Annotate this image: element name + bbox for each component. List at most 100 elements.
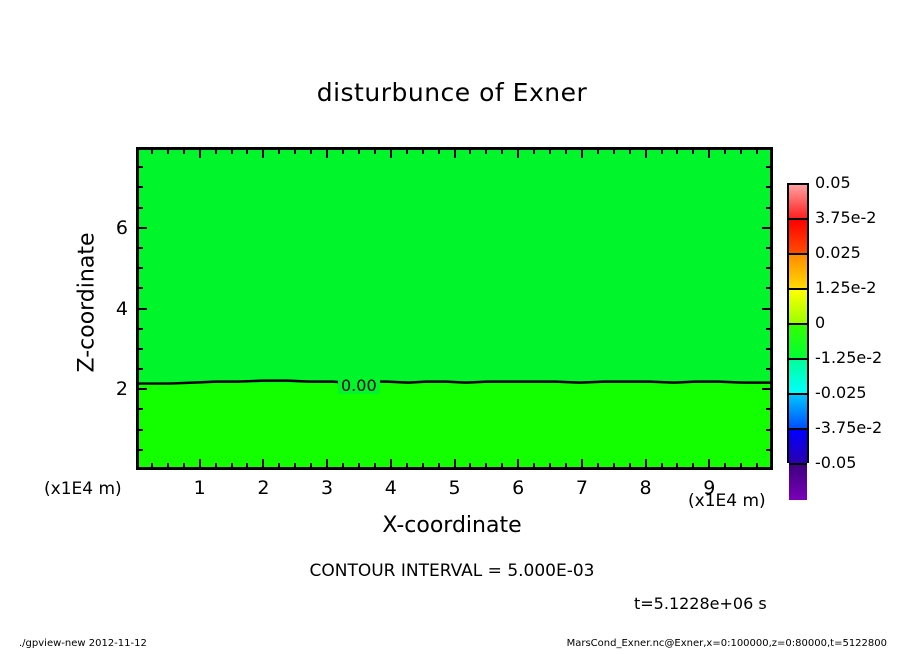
x-axis-tick-label: 4 <box>384 477 397 499</box>
x-axis-tick-label: 7 <box>575 477 588 499</box>
colorbar-tick-label: 0 <box>815 313 826 332</box>
colorbar-band-8 <box>789 465 807 500</box>
colorbar-tick-label: -0.025 <box>815 383 867 402</box>
y-axis-tick <box>766 287 771 290</box>
x-axis-tick <box>564 149 567 154</box>
y-axis-tick <box>766 448 771 451</box>
x-axis-tick <box>724 149 727 154</box>
y-axis-tick <box>762 388 771 391</box>
x-axis-tick <box>182 149 185 154</box>
x-axis-tick-label: 3 <box>321 477 334 499</box>
y-axis-tick <box>766 206 771 209</box>
x-axis-tick <box>198 149 201 158</box>
x-axis-tick <box>644 459 647 468</box>
x-axis-tick <box>660 149 663 154</box>
y-axis-tick <box>138 347 143 350</box>
y-axis-tick <box>138 327 143 330</box>
y-axis-tick <box>138 206 143 209</box>
x-axis-tick <box>150 463 153 468</box>
y-axis-tick <box>766 327 771 330</box>
colorbar-tick-label: 0.05 <box>815 173 851 192</box>
y-axis-tick <box>766 267 771 270</box>
x-axis-tick <box>278 149 281 154</box>
x-axis-tick <box>357 149 360 154</box>
x-axis-tick <box>533 463 536 468</box>
zero-contour-line <box>139 379 770 385</box>
x-axis-tick <box>310 149 313 154</box>
x-axis-tick <box>405 149 408 154</box>
x-axis-tick <box>453 459 456 468</box>
y-axis-tick <box>138 186 143 189</box>
colorbar-band-2 <box>789 255 807 290</box>
y-axis-tick <box>138 267 143 270</box>
x-axis-tick <box>166 149 169 154</box>
x-axis-tick <box>612 463 615 468</box>
x-axis-tick <box>580 149 583 158</box>
colorbar-band-4 <box>789 325 807 360</box>
footer-command: ./gpview-new 2012-11-12 <box>19 638 147 649</box>
contour-level-label: 0.00 <box>338 378 380 394</box>
y-axis-tick <box>766 166 771 169</box>
x-axis-tick-label: 8 <box>639 477 652 499</box>
x-axis-tick <box>373 149 376 154</box>
y-axis-tick <box>766 246 771 249</box>
y-axis-tick-label: 4 <box>115 297 128 320</box>
y-axis-tick <box>762 226 771 229</box>
x-axis-tick <box>421 149 424 154</box>
x-axis-tick <box>294 149 297 154</box>
x-axis-tick <box>469 149 472 154</box>
x-axis-tick <box>756 463 759 468</box>
x-axis-tick <box>485 149 488 154</box>
y-axis-tick <box>138 388 147 391</box>
x-axis-tick <box>501 149 504 154</box>
x-axis-tick <box>389 149 392 158</box>
y-axis-tick <box>766 428 771 431</box>
x-axis-tick-label: 2 <box>257 477 270 499</box>
y-axis-tick <box>138 307 147 310</box>
y-axis-tick <box>766 368 771 371</box>
x-axis-tick <box>150 149 153 154</box>
x-axis-tick <box>262 459 265 468</box>
y-axis-tick <box>138 287 143 290</box>
x-axis-tick <box>342 463 345 468</box>
x-axis-tick <box>230 149 233 154</box>
x-axis-tick <box>676 463 679 468</box>
x-axis-tick <box>517 149 520 158</box>
colorbar-band-1 <box>789 220 807 255</box>
y-axis-tick <box>766 186 771 189</box>
x-axis-tick <box>246 463 249 468</box>
colorbar-band-5 <box>789 360 807 395</box>
x-axis-tick <box>453 149 456 158</box>
colorbar-tick-label: 1.25e-2 <box>815 278 877 297</box>
x-axis-tick <box>676 149 679 154</box>
x-axis-tick <box>405 463 408 468</box>
x-axis-tick <box>644 149 647 158</box>
y-axis-tick-label: 2 <box>115 378 128 401</box>
x-axis-tick <box>596 463 599 468</box>
colorbar <box>787 183 809 500</box>
x-axis-tick <box>437 149 440 154</box>
x-axis-unit-left: (x1E4 m) <box>44 479 122 499</box>
plot-area: 0.00 <box>136 147 773 470</box>
x-axis-tick <box>740 463 743 468</box>
colorbar-tick-label: -1.25e-2 <box>815 348 883 367</box>
x-axis-tick <box>564 463 567 468</box>
x-axis-tick <box>692 149 695 154</box>
x-axis-tick <box>437 463 440 468</box>
x-axis-tick <box>230 463 233 468</box>
contour-interval-annotation: CONTOUR INTERVAL = 5.000E-03 <box>309 561 595 581</box>
y-axis-title: Z-coordinate <box>74 232 100 373</box>
footer-dataset: MarsCond_Exner.nc@Exner,x=0:100000,z=0:8… <box>566 638 887 649</box>
x-axis-tick <box>326 149 329 158</box>
x-axis-tick <box>262 149 265 158</box>
y-axis-tick <box>762 307 771 310</box>
x-axis-tick <box>182 463 185 468</box>
colorbar-band-3 <box>789 290 807 325</box>
y-axis-tick <box>138 166 143 169</box>
x-axis-tick <box>485 463 488 468</box>
x-axis-tick-label: 5 <box>448 477 461 499</box>
colorbar-tick-label: -0.05 <box>815 453 857 472</box>
x-axis-tick <box>708 459 711 468</box>
colorbar-band-0 <box>789 185 807 220</box>
y-axis-tick-label: 6 <box>115 216 128 239</box>
